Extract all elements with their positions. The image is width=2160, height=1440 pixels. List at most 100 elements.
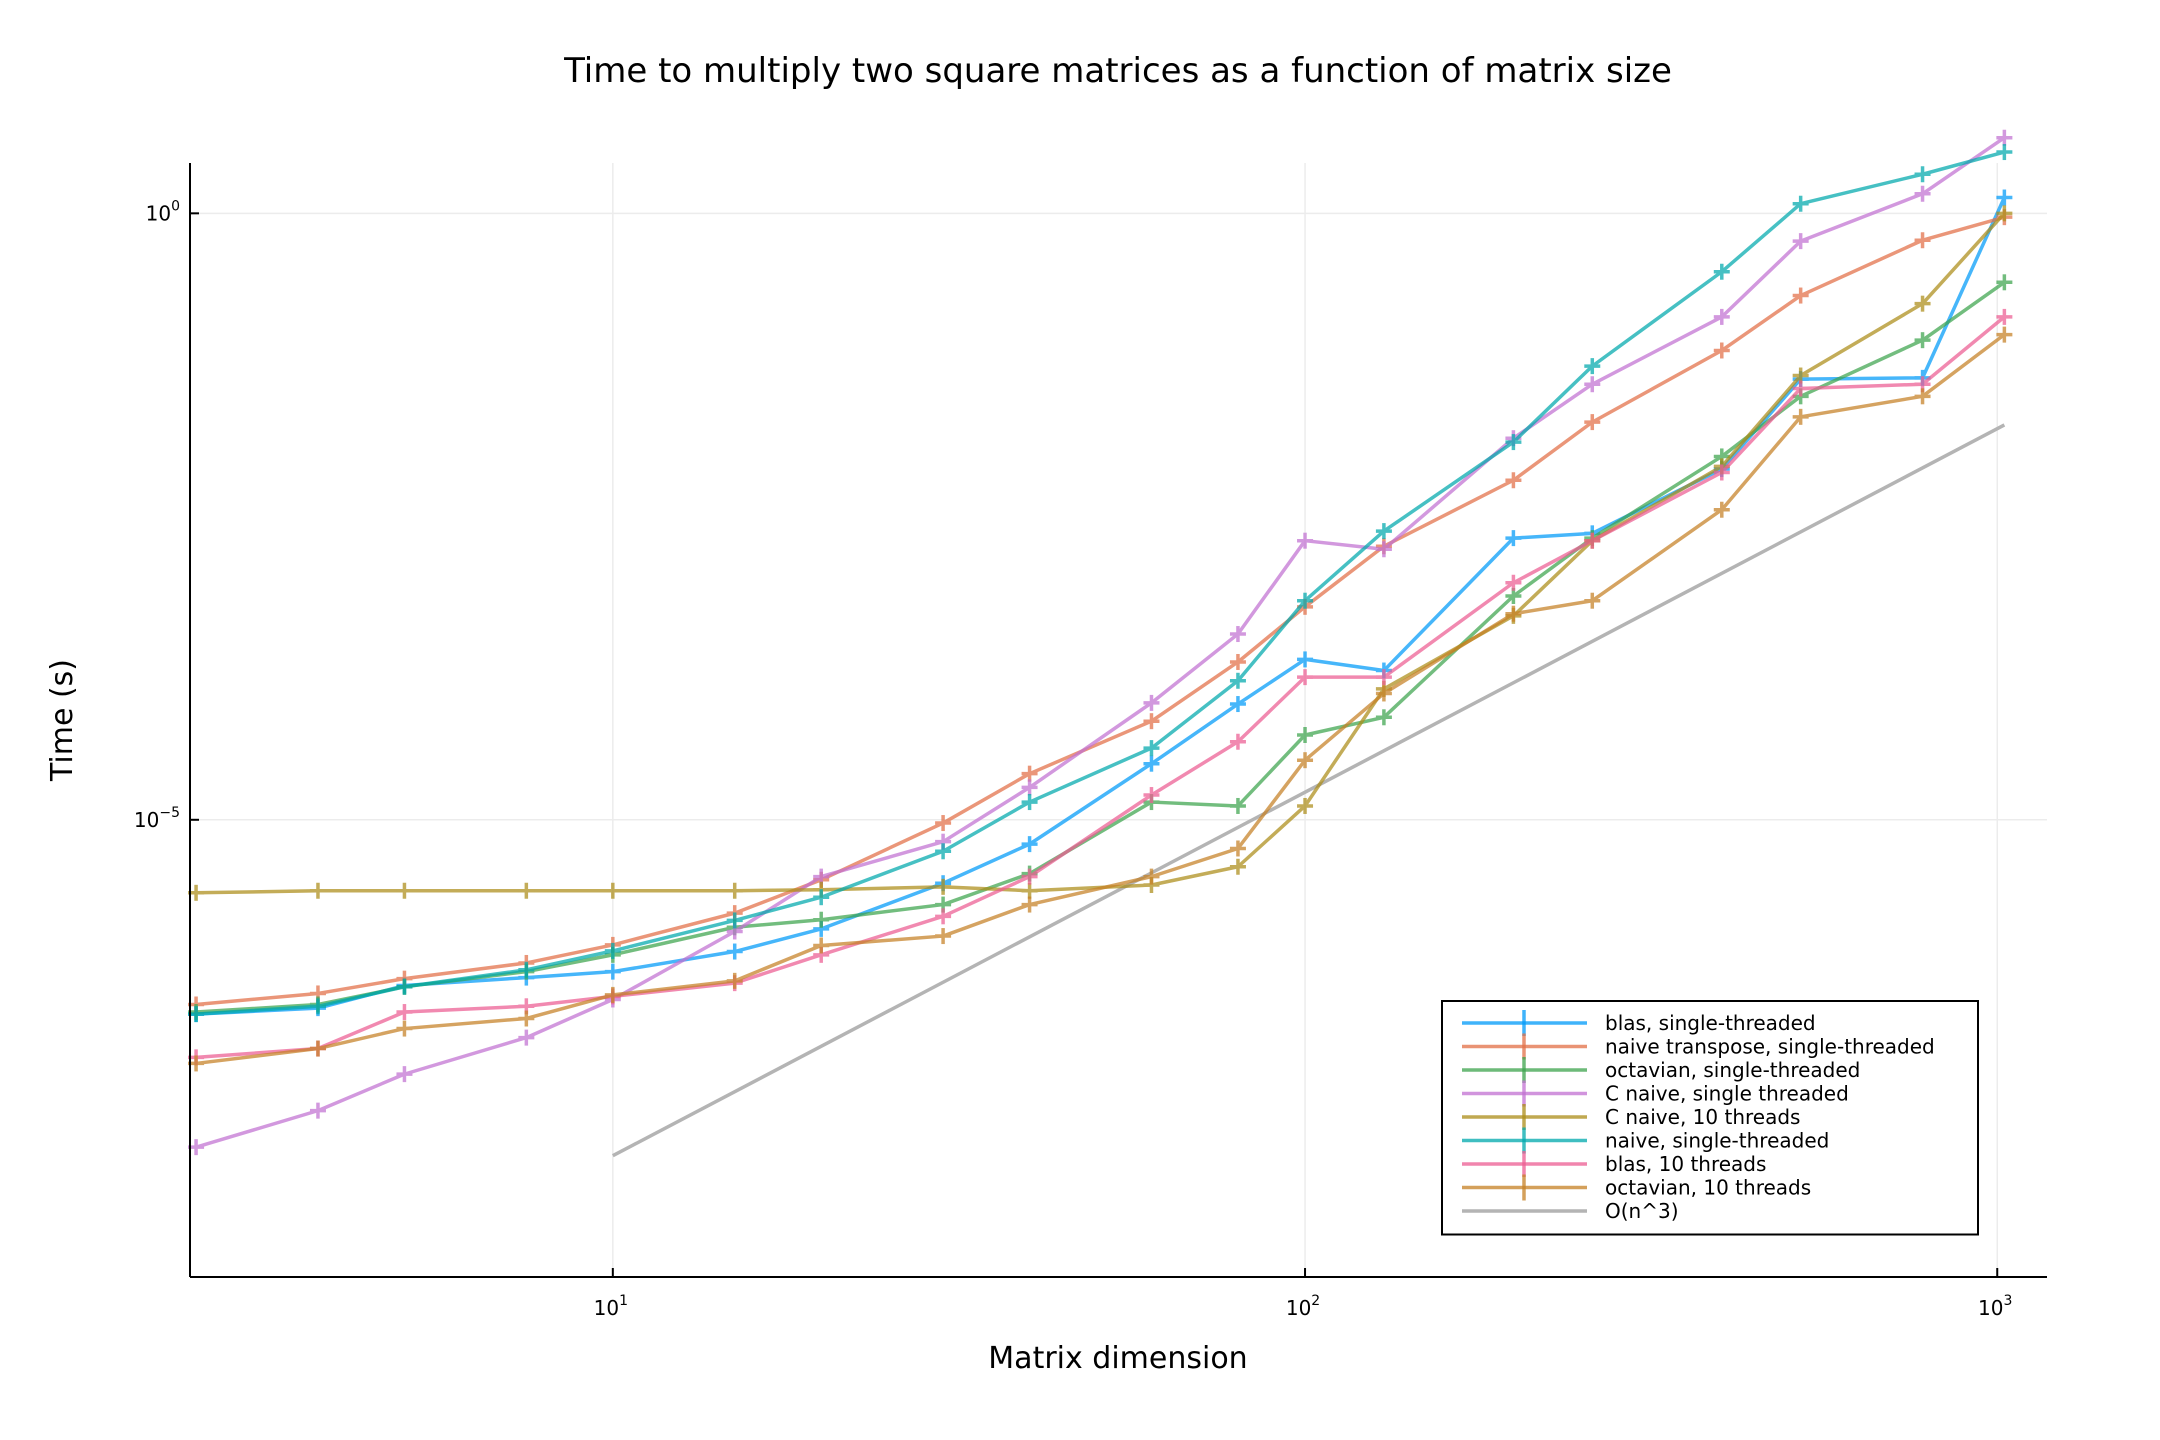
legend-label: naive transpose, single-threaded: [1605, 1035, 1935, 1059]
legend-label: octavian, single-threaded: [1605, 1058, 1860, 1082]
data-point-marker: [1143, 868, 1160, 885]
legend-item: octavian, 10 threads: [1462, 1174, 1811, 1201]
x-tick-exponent: 3: [2004, 1293, 2013, 1309]
data-point-marker: [309, 882, 326, 899]
x-tick-base: 10: [594, 1296, 619, 1320]
plot-area: [188, 129, 2013, 1158]
data-point-marker: [1375, 541, 1392, 558]
data-point-marker: [1792, 233, 1809, 250]
data-point-marker: [309, 1102, 326, 1119]
data-point-marker: [1143, 694, 1160, 711]
x-tick-label: 102: [1286, 1293, 1320, 1320]
data-point-marker: [1297, 592, 1314, 609]
data-point-marker: [726, 943, 743, 960]
data-point-marker: [1021, 836, 1038, 853]
data-point-marker: [1914, 166, 1931, 183]
x-tick-label: 103: [1978, 1293, 2012, 1320]
data-point-marker: [1143, 755, 1160, 772]
x-tick-base: 10: [1286, 1296, 1311, 1320]
data-point-marker: [1505, 472, 1522, 489]
data-point-marker: [1229, 733, 1246, 750]
data-point-marker: [1713, 263, 1730, 280]
data-point-marker: [518, 1029, 535, 1046]
data-point-marker: [1021, 882, 1038, 899]
legend-item: C naive, single threaded: [1462, 1080, 1849, 1107]
data-point-marker: [726, 912, 743, 929]
data-point-marker: [604, 942, 621, 959]
data-point-marker: [604, 882, 621, 899]
data-point-marker: [1143, 787, 1160, 804]
series-blas-single-threaded: [188, 189, 2013, 1023]
x-tick-exponent: 1: [619, 1293, 628, 1309]
y-tick-exponent: 0: [171, 198, 180, 214]
data-point-marker: [1021, 794, 1038, 811]
y-tick-exponent: −5: [159, 805, 180, 821]
data-point-marker: [518, 961, 535, 978]
data-point-marker: [1229, 840, 1246, 857]
data-point-marker: [1297, 651, 1314, 668]
data-point-marker: [813, 937, 830, 954]
data-point-marker: [604, 963, 621, 980]
data-point-marker: [1505, 434, 1522, 451]
data-point-marker: [1505, 605, 1522, 622]
data-point-marker: [1584, 358, 1601, 375]
data-point-marker: [1021, 765, 1038, 782]
data-point-marker: [1229, 797, 1246, 814]
y-tick-base: 10: [146, 201, 171, 225]
data-point-marker: [1375, 709, 1392, 726]
data-point-marker: [1143, 713, 1160, 730]
data-point-marker: [1792, 380, 1809, 397]
data-point-marker: [396, 1066, 413, 1083]
data-point-marker: [396, 1004, 413, 1021]
data-point-marker: [1914, 185, 1931, 202]
data-point-marker: [1713, 464, 1730, 481]
data-point-marker: [935, 843, 952, 860]
legend-label: blas, 10 threads: [1605, 1152, 1766, 1176]
data-point-marker: [1375, 523, 1392, 540]
data-point-marker: [604, 986, 621, 1003]
legend-item: C naive, 10 threads: [1462, 1104, 1800, 1130]
data-point-marker: [1792, 195, 1809, 212]
data-point-marker: [1792, 287, 1809, 304]
data-point-marker: [1914, 295, 1931, 312]
series-octavian-single-threaded: [188, 274, 2013, 1021]
data-point-marker: [1996, 129, 2013, 146]
data-point-marker: [518, 882, 535, 899]
legend-label: blas, single-threaded: [1605, 1011, 1816, 1035]
data-point-marker: [396, 882, 413, 899]
legend-item: naive, single-threaded: [1462, 1127, 1829, 1154]
data-point-marker: [935, 878, 952, 895]
series-line-o-n3: [612, 423, 2006, 1158]
data-point-marker: [813, 911, 830, 928]
legend-label: naive, single-threaded: [1605, 1129, 1829, 1153]
series-line: [195, 150, 2005, 1016]
series-line: [196, 212, 2006, 895]
data-point-marker: [396, 978, 413, 995]
data-point-marker: [1996, 205, 2013, 222]
series-line: [195, 136, 2006, 1149]
x-tick-base: 10: [1978, 1296, 2003, 1320]
data-point-marker: [1996, 189, 2013, 206]
data-point-marker: [935, 908, 952, 925]
data-point-marker: [1021, 896, 1038, 913]
data-point-marker: [1229, 672, 1246, 689]
data-point-marker: [518, 1010, 535, 1027]
y-axis-label: Time (s): [45, 659, 80, 782]
legend-label: C naive, 10 threads: [1605, 1105, 1800, 1129]
series-naive-single-threaded: [188, 144, 2013, 1023]
data-point-marker: [1375, 685, 1392, 702]
data-point-marker: [1297, 797, 1314, 814]
data-point-marker: [309, 1040, 326, 1057]
series-octavian-10-threads: [188, 326, 2013, 1072]
data-point-marker: [1505, 574, 1522, 591]
x-axis-label: Matrix dimension: [988, 1341, 1247, 1376]
data-point-marker: [309, 998, 326, 1015]
data-point-marker: [1229, 653, 1246, 670]
data-point-marker: [1297, 752, 1314, 769]
x-tick-exponent: 2: [1311, 1293, 1320, 1309]
legend-item: O(n^3): [1462, 1199, 1679, 1223]
data-point-marker: [726, 882, 743, 899]
data-point-marker: [1914, 232, 1931, 249]
data-point-marker: [1229, 858, 1246, 875]
